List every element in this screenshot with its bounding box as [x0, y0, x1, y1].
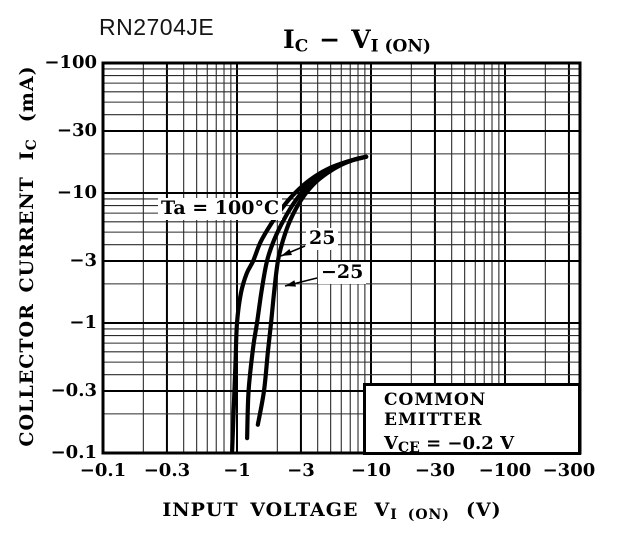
x-tick-label: −0.3	[143, 460, 191, 481]
y-tick-label: −10	[56, 182, 97, 203]
y-tick-label: −0.3	[50, 379, 97, 401]
conditions-box: COMMON EMITTER VCE = −0.2 V	[363, 383, 581, 455]
x-tick-label: −100	[478, 460, 532, 481]
title-symbol-vion: VI (ON)	[351, 25, 431, 57]
x-tick-label: −3	[287, 460, 315, 481]
x-tick-label: −1	[223, 460, 251, 481]
y-tick-label: −100	[44, 52, 97, 73]
annotation-arrowhead	[285, 280, 296, 287]
conditions-line2: VCE = −0.2 V	[384, 433, 515, 457]
annotation-label: −25	[318, 261, 367, 284]
curve-ta-100c	[230, 154, 369, 453]
annotation-label: Ta = 100°C	[158, 197, 283, 220]
x-tick-label: −0.1	[79, 460, 127, 481]
y-tick-label: −30	[56, 119, 97, 141]
conditions-line1: COMMON EMITTER	[384, 390, 487, 430]
y-axis-symbol: IC	[16, 138, 41, 161]
annotation-arrowhead	[281, 248, 292, 256]
x-tick-label: −10	[350, 460, 392, 481]
y-axis-title: COLLECTOR CURRENTIC(mA)	[16, 65, 41, 447]
chart-title: IC − VI (ON)	[283, 25, 431, 57]
y-tick-label: −1	[69, 312, 97, 333]
x-axis-title: INPUT VOLTAGE VI (ON) (V)	[162, 499, 502, 524]
annotation-label: 25	[306, 227, 339, 250]
part-number: RN2704JE	[99, 14, 215, 40]
title-separator: −	[319, 25, 341, 54]
y-tick-label: −0.1	[50, 442, 97, 463]
x-axis-symbol: VI (ON)	[374, 499, 450, 524]
title-symbol-ic: IC	[283, 25, 309, 57]
x-tick-label: −300	[542, 460, 596, 481]
x-tick-label: −30	[414, 460, 455, 481]
curve-ta-minus-25c	[255, 154, 369, 427]
y-tick-label: −3	[69, 249, 97, 271]
plot-border	[101, 61, 582, 455]
